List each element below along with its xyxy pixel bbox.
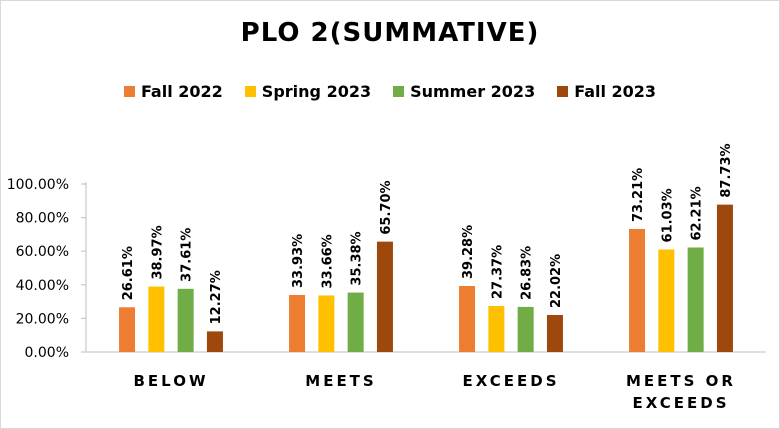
category-label: MEETS (305, 372, 376, 390)
legend-label: Fall 2023 (574, 81, 657, 101)
data-label: 61.03% (660, 188, 675, 242)
bar (177, 288, 194, 352)
bar (716, 204, 733, 352)
bar (148, 286, 165, 352)
bar (687, 247, 704, 352)
bar (376, 241, 393, 352)
legend-item-fall-2023: Fall 2023 (557, 80, 656, 102)
bar (119, 307, 136, 352)
data-label: 27.37% (490, 245, 505, 299)
data-label: 33.66% (320, 234, 335, 288)
y-tick-label: 20.00% (16, 311, 69, 327)
legend-item-spring-2023: Spring 2023 (244, 80, 372, 102)
legend-label: Spring 2023 (261, 81, 372, 101)
chart-title: PLO 2(SUMMATIVE) (240, 18, 540, 48)
bar (546, 315, 563, 352)
y-tick-label: 0.00% (25, 345, 69, 361)
legend-swatch-summer-2023 (393, 85, 405, 97)
bar (347, 292, 364, 352)
bar (459, 286, 476, 352)
category-label: MEETS OR (626, 372, 736, 390)
bar (289, 294, 306, 352)
legend-swatch-fall-2022 (123, 85, 135, 97)
bar (658, 249, 675, 352)
y-tick-label: 100.00% (7, 177, 69, 193)
data-label: 33.93% (291, 234, 306, 288)
legend-item-fall-2022: Fall 2022 (123, 80, 223, 102)
legend: Fall 2022 Spring 2023 Summer 2023 Fall 2… (0, 80, 780, 102)
legend-label: Fall 2022 (140, 81, 223, 101)
data-label: 12.27% (209, 270, 224, 324)
data-label: 73.21% (631, 168, 646, 222)
legend-label: Summer 2023 (410, 81, 536, 101)
data-label: 37.61% (180, 228, 195, 282)
data-label: 26.83% (520, 246, 535, 300)
bar (629, 229, 646, 352)
data-label: 62.21% (690, 186, 705, 240)
y-tick-label: 40.00% (16, 278, 69, 294)
y-tick-label: 60.00% (16, 244, 69, 260)
category-label: EXCEEDS (462, 372, 559, 390)
data-label: 65.70% (379, 180, 394, 234)
data-label: 22.02% (549, 254, 564, 308)
data-label: 35.38% (350, 231, 365, 285)
legend-swatch-fall-2023 (557, 85, 569, 97)
bar (318, 295, 335, 352)
legend-swatch-spring-2023 (244, 85, 256, 97)
data-label: 39.28% (461, 225, 476, 279)
data-label: 87.73% (719, 143, 734, 197)
bar (517, 306, 534, 352)
bar (488, 306, 505, 352)
y-tick-label: 80.00% (16, 211, 69, 227)
category-label: EXCEEDS (632, 394, 729, 412)
category-label: BELOW (134, 372, 209, 390)
bar (206, 331, 223, 352)
data-label: 38.97% (150, 225, 165, 279)
data-label: 26.61% (121, 246, 136, 300)
legend-item-summer-2023: Summer 2023 (393, 80, 535, 102)
